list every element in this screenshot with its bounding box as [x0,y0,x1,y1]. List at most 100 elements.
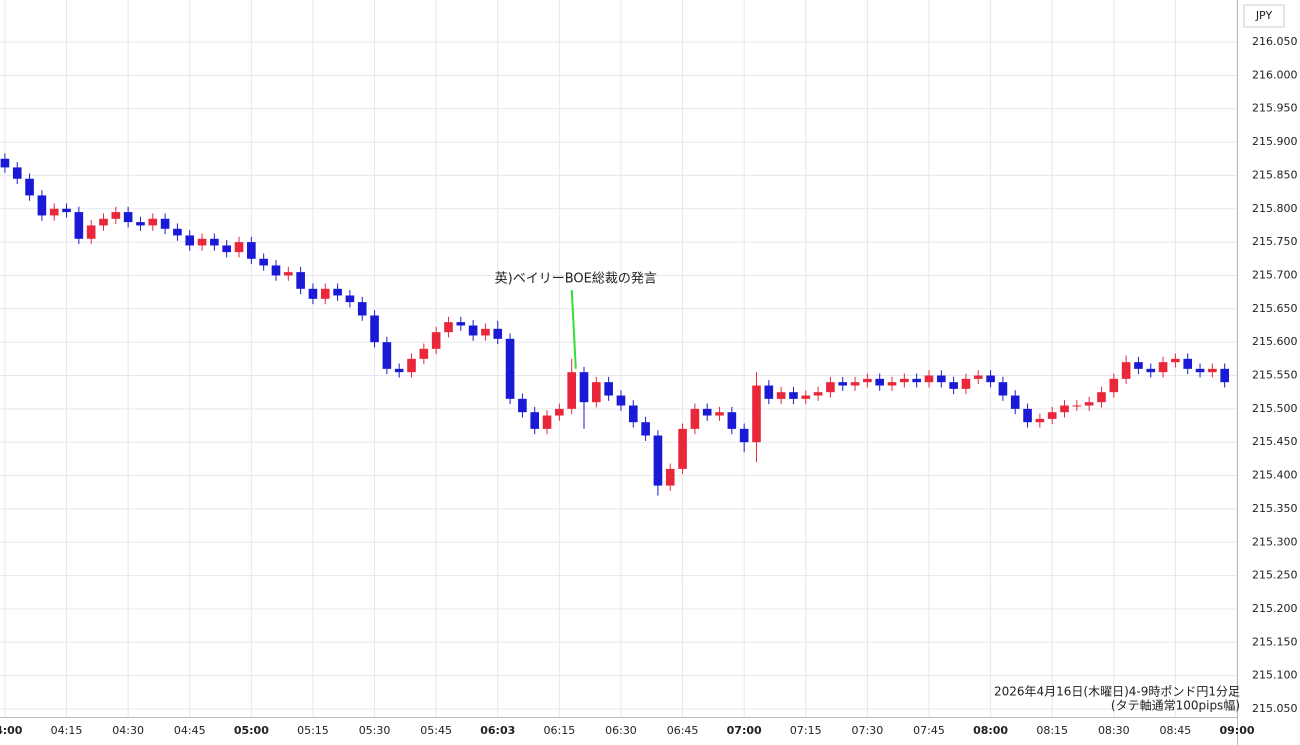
annotation-text: 英)ベイリーBOE総裁の発言 [495,271,657,287]
candle-body [641,422,650,436]
candle-body [12,167,22,179]
candle-body [62,208,71,213]
candle-body [320,288,330,299]
candle-body [382,342,392,369]
footnote: (タテ軸通常100pips幅) [1111,698,1240,713]
candle-body [715,412,724,416]
x-tick-label: 08:45 [1160,724,1192,737]
candle-body [801,395,811,399]
candle-body [419,348,429,359]
candle-body [776,392,786,399]
candle-body [25,178,34,196]
y-tick-label: 216.050 [1252,35,1298,48]
candle-body [900,378,909,383]
x-tick-label: 06:03 [480,724,515,737]
x-tick-label: 07:45 [913,724,945,737]
candle-body [912,378,921,383]
y-tick-label: 215.700 [1252,268,1298,281]
candle-body [690,408,700,429]
candle-body [542,415,552,429]
y-tick-label: 215.400 [1252,469,1298,482]
candle-body [481,328,490,336]
candle-body [567,372,576,409]
candle-body [173,228,182,236]
candle-body [1183,358,1193,369]
candle-body [456,322,466,326]
candle-body [628,405,638,423]
candle-body [998,382,1008,396]
candle-body [283,272,293,276]
candle-body [37,195,47,216]
y-tick-label: 215.850 [1252,168,1298,181]
candle-body [296,272,305,289]
candle-body [961,378,971,389]
candle-body [0,158,10,168]
x-tick-label: 08:15 [1036,724,1068,737]
y-tick-label: 215.950 [1252,102,1298,115]
y-tick-label: 215.300 [1252,535,1298,548]
candle-body [136,222,145,226]
candle-body [234,242,244,253]
x-tick-label: 08:00 [973,724,1008,737]
candle-body [887,382,897,386]
grid [0,0,1238,717]
candle-body [160,218,170,229]
candle-body [616,395,626,406]
x-tick-label: 05:45 [420,724,452,737]
candle-body [813,392,823,396]
y-tick-label: 215.350 [1252,502,1298,515]
candle-body [653,435,663,486]
y-tick-label: 216.000 [1252,68,1298,81]
candle-body [1010,395,1020,409]
candle-body [394,368,404,373]
x-tick-label: 04:45 [174,724,206,737]
candle-body [345,295,355,303]
candle-body [259,258,268,266]
candle-body [1060,405,1069,413]
candle-body [357,302,367,316]
candle-body [1208,368,1217,373]
candle-body [148,218,158,226]
y-tick-label: 215.150 [1252,635,1298,648]
candle-body [308,288,318,299]
candle-body [789,392,798,399]
candle-body [863,378,872,383]
y-tick-label: 215.050 [1252,702,1298,715]
candle-body [370,315,379,343]
y-tick-label: 215.650 [1252,302,1298,315]
candle-body [505,338,515,399]
candles [0,153,1229,496]
candle-body [444,322,453,333]
candle-body [123,212,133,223]
candle-body [764,385,774,399]
candle-body [1097,392,1106,403]
x-tick-label: 05:00 [234,724,269,737]
candle-body [197,238,207,246]
candle-body [247,242,256,259]
candle-body [468,325,478,336]
footnote: 2026年4月16日(木曜日)4-9時ポンド円1分足 [994,685,1240,699]
candle-body [271,265,281,276]
candle-body [530,412,540,429]
y-tick-label: 215.600 [1252,335,1298,348]
candle-body [936,375,946,383]
candle-body [1035,418,1045,423]
x-tick-label: 07:30 [852,724,884,737]
x-tick-label: 07:15 [790,724,822,737]
y-tick-label: 215.900 [1252,135,1298,148]
x-tick-label: 06:15 [544,724,576,737]
candle-body [1072,405,1082,407]
candle-body [49,208,59,216]
y-tick-label: 215.500 [1252,402,1298,415]
candle-body [579,372,589,403]
x-tick-label: 04:00 [0,724,23,737]
candle-body [1084,402,1094,406]
candle-body [210,238,219,246]
candle-body [1220,368,1229,383]
y-tick-label: 215.100 [1252,669,1298,682]
x-tick-label: 06:45 [667,724,699,737]
candle-body [592,382,601,403]
candle-body [727,412,737,429]
